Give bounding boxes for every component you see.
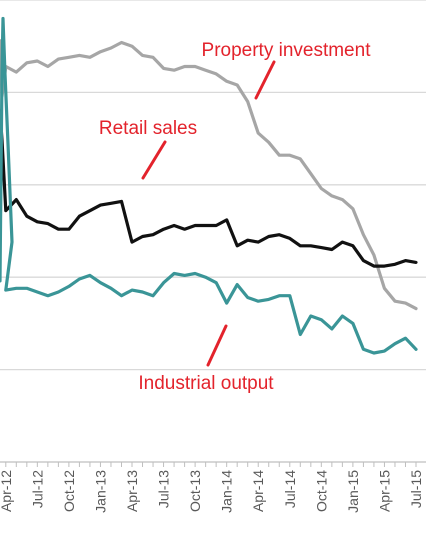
x-tick-label: Apr-14 [250,470,266,512]
x-tick-label: Jul-14 [282,470,298,508]
x-tick-label: Jul-13 [156,470,172,508]
x-axis: Apr-12 Jul-12 Oct-12 Jan-13 Apr-13 Jul-13 Oct-… [0,461,426,513]
annotation-pointer [254,60,276,100]
annotation-pointer [141,140,167,180]
grid [0,0,426,371]
x-tick-label: Jul-15 [408,470,424,508]
x-tick-label: Apr-13 [124,470,140,512]
series-line-property-investment [0,39,418,311]
annotation-label: Property investment [202,40,372,61]
x-tick-label: Apr-15 [376,470,392,512]
x-tick-label: Jan-15 [345,470,361,513]
series-line-industrial-output [0,16,418,355]
annotation-pointer [206,324,228,367]
annotation-label: Retail sales [99,118,197,139]
x-tick-label: Jul-12 [29,470,45,508]
x-tick-label: Oct-13 [187,470,203,512]
x-tick-label: Oct-12 [61,470,77,512]
x-tick-label: Oct-14 [313,470,329,512]
annotation-label: Industrial output [138,373,274,394]
series-lines [0,16,418,355]
x-tick-label: Apr-12 [0,470,14,512]
annotations: Property investment Retail sales Industria… [99,40,371,394]
x-tick-label: Jan-13 [93,470,109,513]
series-line-retail-sales [0,109,418,268]
x-tick-label: Jan-14 [219,470,235,513]
